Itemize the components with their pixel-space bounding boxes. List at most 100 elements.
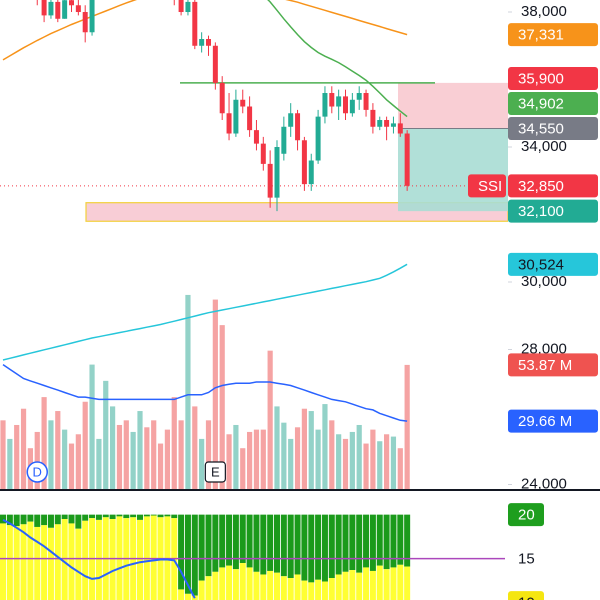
price-tag-label: 37,331 <box>518 27 564 44</box>
indicator-upper <box>116 514 123 517</box>
price-tag <box>508 174 598 198</box>
indicator-lower <box>376 565 383 600</box>
candle-body <box>247 106 253 131</box>
indicator-lower <box>212 571 219 600</box>
candle-body <box>404 133 410 186</box>
volume-bar <box>205 420 212 490</box>
candle-body <box>185 1 191 13</box>
indicator-upper <box>356 514 363 573</box>
target-zone <box>398 128 508 212</box>
price-tag <box>508 252 598 276</box>
indicator-lower <box>267 570 274 600</box>
moving-average <box>267 0 408 118</box>
volume-tag <box>508 353 598 377</box>
indicator-lower <box>356 572 363 600</box>
volume-bar <box>370 429 376 490</box>
volume-bar <box>247 431 253 490</box>
indicator-lower <box>315 579 322 600</box>
indicator-upper <box>315 514 322 580</box>
price-tag-label: 32,850 <box>518 178 564 195</box>
volume-bar <box>322 404 328 490</box>
volume-bar <box>68 443 75 490</box>
y-tick-label: 30,000 <box>521 273 567 290</box>
candle-body <box>240 99 246 107</box>
indicator-tick-label: 20 <box>518 507 535 524</box>
candle-body <box>41 0 47 16</box>
candle-body <box>219 82 225 114</box>
volume-bar <box>14 424 20 490</box>
y-tick-label: 28,000 <box>521 340 567 357</box>
volume-bar <box>130 431 136 490</box>
indicator-lower <box>47 527 54 600</box>
volume-bar <box>349 431 355 490</box>
candle-body <box>48 1 54 16</box>
indicator-upper <box>54 514 61 525</box>
volume-bar <box>274 406 280 490</box>
candle-body <box>315 116 321 161</box>
indicator-lower <box>75 528 82 600</box>
volume-bar <box>329 420 335 490</box>
indicator-lower <box>260 574 267 600</box>
indicator-upper <box>75 514 82 529</box>
indicator-upper <box>95 514 102 520</box>
volume-bar <box>75 434 81 490</box>
volume-bar <box>0 420 6 490</box>
y-tick-label: 38,000 <box>521 3 567 20</box>
price-tag-label: 30,524 <box>518 256 564 273</box>
moving-average <box>2 263 408 361</box>
indicator-lower <box>321 581 328 600</box>
candle-body <box>377 120 383 127</box>
indicator-lower <box>390 567 397 600</box>
event-marker-label: D <box>33 464 42 479</box>
indicator-upper <box>390 514 397 568</box>
axis: 38,000 34,000 30,000 28,000 24,000 <box>508 3 567 492</box>
indicator-upper <box>212 514 219 572</box>
candle-body <box>322 93 328 117</box>
volume-bar <box>363 443 369 490</box>
indicator-upper <box>82 514 89 521</box>
candle-body <box>62 0 68 19</box>
indicator-lower <box>54 524 61 600</box>
indicator-lower <box>20 524 27 600</box>
price-tag <box>508 23 598 47</box>
indicator-lower <box>397 564 404 600</box>
indicator-lower <box>109 519 116 600</box>
volume-bar <box>199 438 205 490</box>
candle-body <box>89 0 95 33</box>
candle-body <box>343 96 348 114</box>
candle-body <box>226 113 232 134</box>
indicator-lower <box>34 526 41 600</box>
volume-bar <box>89 364 95 490</box>
volume-bar <box>7 438 13 490</box>
indicator-lower <box>328 578 335 600</box>
indicator-upper <box>294 514 301 575</box>
indicator-upper <box>205 514 212 577</box>
candle-body <box>55 1 61 19</box>
indicator-lower <box>226 565 233 600</box>
volume-bar <box>192 406 198 490</box>
candle-body <box>212 45 218 83</box>
indicator-upper <box>246 514 253 568</box>
indicator-upper <box>404 514 411 567</box>
indicator-lower <box>178 589 185 600</box>
volume-bar <box>336 434 342 490</box>
candle-body <box>349 99 355 114</box>
indicator-upper <box>102 514 109 518</box>
indicator-upper <box>191 514 198 596</box>
candle-body <box>390 123 396 127</box>
indicator-line <box>2 519 196 599</box>
volume-bar <box>253 429 260 490</box>
indicator-lower <box>294 574 301 600</box>
indicator-tick <box>508 503 544 527</box>
indicator-upper <box>321 514 328 582</box>
indicator-upper <box>61 514 68 520</box>
volume-bar <box>226 434 232 490</box>
indicator-upper <box>157 514 164 518</box>
volume-bar <box>55 411 61 490</box>
candle-body <box>384 120 390 127</box>
indicator-upper <box>328 514 335 578</box>
event-marker <box>204 461 226 483</box>
indicator-upper <box>171 514 178 519</box>
indicator-lower <box>198 580 205 600</box>
